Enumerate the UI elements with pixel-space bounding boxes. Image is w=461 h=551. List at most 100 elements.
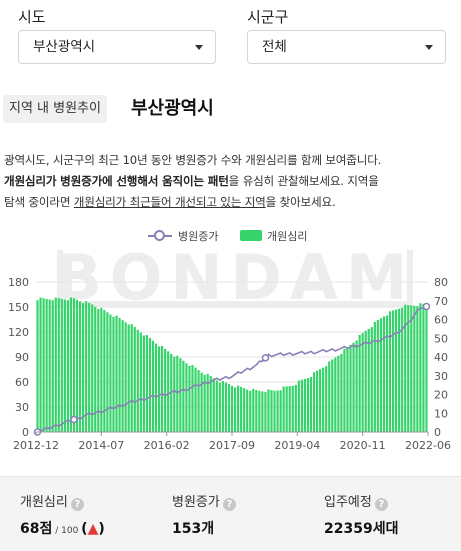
bar: [382, 316, 386, 432]
stats-panel: 개원심리? 68점 / 100 (▲) 병원증가? 153개 입주예정? 223…: [0, 476, 461, 551]
legend-line-label[interactable]: 병원증가: [178, 230, 219, 243]
line-marker: [422, 302, 431, 311]
bar: [425, 304, 428, 432]
y-right-tick-label: 20: [434, 389, 448, 402]
bar: [334, 357, 337, 432]
bar: [413, 305, 416, 432]
description-line-3: 탐색 중이라면 개원심리가 최근들어 개선되고 있는 지역을 찾아보세요.: [4, 192, 459, 213]
stat-opening-sentiment-value: 68점: [20, 521, 53, 537]
bar: [261, 391, 264, 432]
up-arrow-icon: ▲: [87, 521, 99, 537]
bar: [188, 365, 191, 432]
help-icon[interactable]: ?: [70, 498, 84, 511]
x-tick-label: 2022-06: [405, 439, 451, 452]
y-left-tick-label: 60: [15, 376, 29, 389]
bar: [54, 297, 57, 432]
bar: [282, 386, 285, 432]
legend-bar-label[interactable]: 개원심리: [267, 230, 308, 243]
bar: [419, 303, 422, 432]
bar: [139, 332, 142, 432]
bar: [185, 363, 188, 432]
region-title: 부산광역시: [131, 98, 214, 119]
description-line-3-post: 을 찾아보세요.: [265, 195, 336, 209]
bar: [255, 390, 258, 432]
bar: [343, 348, 346, 432]
description-line-1: 광역시도, 시군구의 최근 10년 동안 병원증가 수와 개원심리를 함께 보여…: [4, 153, 382, 167]
bar: [370, 327, 373, 432]
legend-line-marker[interactable]: [154, 230, 165, 241]
bar: [154, 343, 158, 432]
sido-select[interactable]: 부산광역시: [18, 30, 216, 64]
bar: [230, 385, 234, 432]
bar: [164, 348, 167, 432]
x-tick-label: 2014-07: [78, 439, 124, 452]
bar: [145, 335, 149, 432]
bar: [57, 298, 60, 432]
bar: [118, 317, 121, 432]
bar: [42, 298, 45, 432]
bar: [364, 330, 367, 432]
y-right-tick-label: 10: [434, 407, 448, 420]
bar: [66, 300, 70, 432]
bar: [106, 312, 109, 432]
x-tick-label: 2017-09: [209, 439, 255, 452]
bar: [394, 309, 398, 432]
trend-chart: BONDAM 030609012015018001020304050607080…: [8, 250, 451, 452]
bar: [148, 337, 152, 432]
bar: [97, 308, 100, 432]
sigungu-select[interactable]: 전체: [247, 30, 446, 64]
bar: [246, 389, 249, 432]
bar: [379, 318, 382, 432]
bar: [215, 380, 218, 432]
bar: [388, 311, 392, 432]
bar: [197, 370, 200, 432]
bar: [51, 300, 54, 432]
line-marker: [70, 415, 78, 424]
bar: [36, 300, 39, 432]
bar: [404, 304, 407, 432]
x-tick-label: 2020-11: [340, 439, 386, 452]
help-icon[interactable]: ?: [222, 498, 236, 511]
line-marker: [261, 354, 270, 362]
stat-move-in-value: 22359세대: [324, 521, 399, 537]
bar: [212, 378, 215, 432]
bar: [249, 390, 252, 432]
bar: [69, 297, 73, 432]
bar: [373, 321, 376, 432]
x-tick-label: 2012-12: [13, 439, 59, 452]
bar: [109, 314, 112, 432]
bar: [103, 310, 106, 432]
watermark-frame: [57, 250, 413, 307]
bar: [75, 299, 79, 432]
bar: [279, 390, 282, 432]
bar: [358, 335, 361, 432]
bar: [236, 385, 240, 432]
stat-paren-open: (: [81, 521, 88, 537]
y-left-tick-label: 150: [8, 301, 29, 314]
bar: [182, 360, 185, 432]
bar: [285, 386, 288, 432]
legend-bar-swatch[interactable]: [240, 230, 262, 241]
y-right-tick-label: 0: [434, 426, 441, 439]
bar: [300, 379, 303, 432]
bar: [315, 370, 319, 432]
stat-hospital-increase-label: 병원증가: [172, 495, 220, 510]
bar: [191, 365, 194, 432]
bar: [306, 377, 310, 432]
y-right-tick-label: 70: [434, 295, 448, 308]
bar: [270, 390, 273, 432]
bar: [115, 315, 118, 432]
bar: [133, 326, 136, 432]
bar: [367, 328, 370, 432]
y-right-tick-label: 50: [434, 332, 448, 345]
bar: [78, 301, 82, 432]
bar: [209, 376, 212, 432]
y-right-tick-label: 30: [434, 370, 448, 383]
chart-legend: 병원증가 개원심리: [0, 226, 461, 246]
help-icon[interactable]: ?: [374, 498, 388, 511]
y-right-tick-label: 40: [434, 351, 448, 364]
stat-paren-close: ): [98, 521, 105, 537]
bar: [252, 388, 255, 432]
chevron-down-icon: [195, 45, 203, 50]
bar: [161, 346, 164, 432]
